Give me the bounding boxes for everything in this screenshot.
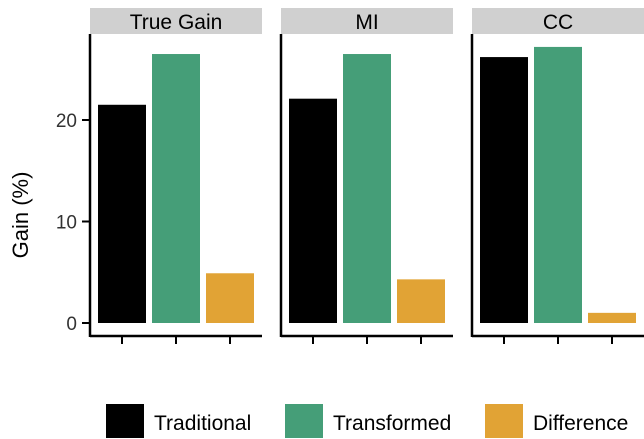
facet-panels: True Gain MI CC [88, 8, 644, 344]
panel-title: True Gain [130, 11, 223, 34]
bar-transformed [534, 46, 582, 324]
legend-label: Difference [533, 412, 628, 435]
legend-swatch [106, 404, 144, 438]
legend-swatch [285, 404, 323, 438]
legend-item-transformed: Transformed [285, 404, 451, 438]
y-tick-label: 10 [56, 213, 77, 234]
bar-transformed [152, 54, 200, 324]
legend-label: Transformed [333, 412, 451, 435]
panel-2: CC [470, 8, 644, 344]
panel-strip [281, 8, 453, 34]
panel-1: MI [279, 8, 453, 344]
y-tick-label: 20 [56, 111, 77, 132]
panel-title: CC [543, 11, 573, 34]
bar-difference [397, 279, 445, 323]
panel-0: True Gain [88, 8, 262, 344]
y-axis-label: Gain (%) [8, 172, 33, 259]
legend-item-traditional: Traditional [106, 404, 251, 438]
bar-difference [588, 312, 636, 323]
y-tick-label: 0 [66, 314, 77, 335]
legend-item-difference: Difference [485, 404, 628, 438]
bar-transformed [343, 54, 391, 324]
legend-swatch [485, 404, 523, 438]
legend: Traditional Transformed Difference [106, 404, 628, 438]
y-axis: 0 10 20 [56, 111, 90, 335]
legend-label: Traditional [154, 412, 251, 435]
panel-strip [90, 8, 262, 34]
bar-traditional [98, 104, 146, 324]
bar-traditional [480, 57, 528, 323]
panel-strip [472, 8, 644, 34]
bar-difference [206, 273, 254, 323]
panel-title: MI [355, 11, 378, 34]
bar-traditional [289, 98, 337, 323]
